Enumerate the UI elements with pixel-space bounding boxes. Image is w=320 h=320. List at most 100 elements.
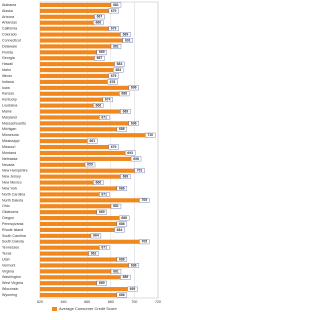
value-label: 681 [113,44,119,48]
value-label-box [120,109,131,114]
y-tick-label: Nebraska [2,157,17,161]
value-label: 679 [111,74,117,78]
value-label-box [145,132,156,138]
y-tick-label: Kentucky [2,98,17,102]
value-label: 678 [110,80,116,84]
value-label-box [128,263,139,268]
legend-label: Average Consumer Credit Score [59,306,118,311]
value-label-box [99,245,110,251]
bar [40,56,96,61]
bar [40,275,122,280]
x-tick-label: 680 [108,300,114,304]
y-tick-label: Virginia [2,269,14,273]
bar [40,73,110,79]
y-tick-label: Montana [2,151,16,155]
value-label: 696 [131,121,137,125]
y-tick-label: New York [2,186,17,190]
y-tick-label: Delaware [2,44,17,48]
value-label: 667 [97,56,103,60]
bar [40,44,112,49]
value-label-box [108,26,119,31]
value-label: 689 [123,109,129,113]
y-tick-label: Arkansas [2,21,17,25]
bar [40,221,118,227]
value-label-box [84,162,96,168]
value-label: 696 [131,263,137,267]
bar [40,156,133,161]
bar [40,198,141,203]
value-label: 686 [119,222,125,226]
bar [40,150,127,156]
value-label-box [130,156,142,162]
bar [40,62,116,67]
bar [40,133,147,138]
value-label-box [134,168,145,174]
bar [40,20,95,25]
value-label-box [120,32,131,37]
value-label: 691 [125,38,131,42]
value-label-box [110,269,122,274]
value-label-box [116,221,128,227]
y-tick-label: Utah [2,257,10,261]
bar [40,287,129,292]
value-label-box [90,233,102,239]
value-label-box [114,61,125,67]
value-label: 666 [95,103,101,107]
legend-swatch [52,307,57,311]
bar [40,38,124,43]
bar [40,121,130,126]
value-label: 689 [123,32,129,36]
value-label: 661 [90,139,96,143]
value-label-box [93,180,104,185]
bar [40,168,136,173]
value-label-box [116,292,128,298]
value-label-box [128,121,139,126]
bar [40,263,130,268]
value-label-box [110,44,122,49]
value-label: 664 [93,234,99,238]
value-label-box [94,55,105,61]
y-tick-label: Vermont [2,263,15,267]
bar [40,2,112,8]
y-tick-label: Oklahoma [2,210,18,214]
chart: 620 640 660 680 700 720 Alabama 681 Alaska 679 Ari… [2,1,161,311]
y-tick-label: Arizona [2,15,14,19]
value-label-box [113,67,124,73]
y-tick-label: West Virginia [2,281,23,285]
value-label-box [107,79,118,85]
bar [40,14,96,19]
y-tick-label: Ohio [2,204,10,208]
value-label: 705 [141,198,147,202]
value-label-box [102,97,113,103]
value-label-box [139,197,150,203]
y-tick-label: Illinois [2,74,12,78]
bar [40,239,141,244]
value-label: 684 [117,62,123,66]
bar [40,109,122,114]
bar [40,97,104,102]
value-label-box [119,91,130,97]
bar [40,292,118,298]
value-label-box [94,14,105,20]
y-tick-label: Connecticut [2,38,21,42]
y-tick-label: South Carolina [2,234,26,238]
bar [40,281,98,286]
value-label: 686 [119,293,125,297]
value-label: 669 [99,281,105,285]
value-label: 701 [137,169,143,173]
x-tick-label: 700 [131,300,137,304]
value-label-box [110,203,122,209]
bar [40,103,95,108]
y-tick-label: New Jersey [2,175,21,179]
y-tick-label: Hawaii [2,62,13,66]
value-label-box [124,150,136,156]
value-label: 695 [130,287,136,291]
y-tick-label: Georgia [2,56,15,60]
value-label: 689 [123,175,129,179]
y-tick-label: South Dakota [2,240,24,244]
bar [40,251,90,256]
value-label-box [99,192,110,197]
value-label-box [108,144,119,150]
value-label: 671 [101,246,107,250]
y-tick-label: North Dakota [2,198,23,202]
